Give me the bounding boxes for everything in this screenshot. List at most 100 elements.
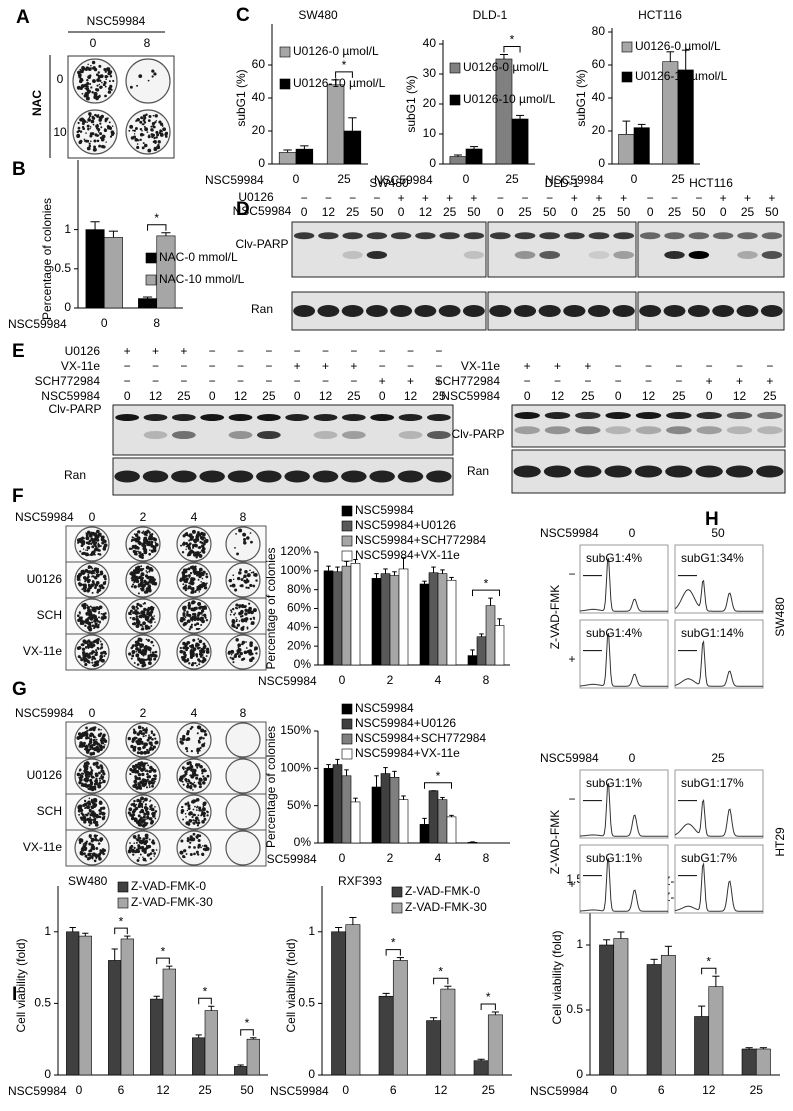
band [605,426,631,435]
colony [96,646,100,650]
colony [188,811,193,816]
y-tick-label: 40 [592,90,606,104]
colony [201,614,203,616]
colony [186,809,189,812]
histogram [579,633,668,687]
colony [194,589,197,593]
bar [694,1016,710,1076]
colony [83,589,87,593]
colony [87,751,90,754]
colony [93,532,97,537]
colony [99,806,103,810]
colony [80,84,85,88]
colony [138,857,140,859]
colony [135,624,140,629]
colony [104,70,107,73]
bar [646,964,662,1076]
colony [235,532,237,535]
band [688,232,710,240]
colony [185,587,188,590]
drug-label: NSC59984 [15,510,74,524]
colony [193,784,197,788]
colony [144,848,147,852]
colony [85,761,90,765]
colony [147,638,151,642]
colony [127,736,131,741]
significance-mark: * [510,33,515,47]
colony [149,741,153,745]
colony [86,659,90,664]
blot [511,404,786,448]
colony [186,729,190,734]
error-bar [300,145,309,150]
colony [251,656,255,660]
colony [134,538,137,541]
colony [98,744,103,748]
colony [191,620,194,622]
x-tick-label: 6 [658,1083,665,1097]
colony [200,580,202,583]
colony [197,821,201,825]
y-tick-label: 60 [592,57,606,71]
bar [380,573,391,666]
subg1-label: subG1:1% [586,776,642,790]
significance-bracket [480,1003,496,1010]
legend-swatch [341,505,353,517]
colony [199,540,202,544]
bar [246,1038,260,1076]
colony [135,841,138,844]
colony [100,656,103,658]
colony [205,650,210,654]
colony [80,735,83,738]
error-bar [422,817,427,825]
colony [236,576,241,581]
colony [134,566,139,571]
y-tick-label: 0 [44,1067,51,1081]
colony [143,116,147,120]
lane-label: − [736,359,743,373]
y-tick-label: 10 [423,126,437,140]
colony [83,852,86,855]
lane-label: − [615,359,622,373]
colony [201,577,204,580]
colony [85,132,87,134]
y-tick-label: 0 [308,1067,315,1081]
colony [150,640,154,644]
colony [201,586,204,589]
colony [134,763,139,768]
legend-label: NSC59984 [355,503,414,517]
colony [196,805,199,808]
colony [147,773,149,775]
colony [182,655,186,659]
colony [186,837,190,840]
colony [99,815,102,819]
x-axis-title: NSC59984 [205,173,264,187]
colony [93,639,97,643]
band [390,232,412,240]
bar [473,1060,489,1076]
band [114,470,140,483]
error-bar [681,49,690,70]
colony [142,815,145,818]
lane-label: 12 [551,389,565,403]
colony [200,605,203,609]
legend-label: NSC59984+SCH772984 [355,533,486,547]
legend-swatch [391,902,403,914]
colony [92,802,94,805]
colony [106,75,109,78]
y-tick-label: 0 [64,300,71,314]
histogram-frame [674,844,764,914]
colony [189,727,193,731]
subg1-label: subG1:4% [586,626,642,640]
colony [145,769,148,772]
colony [129,609,133,613]
colony [152,544,155,547]
colony [187,546,192,550]
colony [148,535,151,538]
bar [633,127,650,165]
legend-label: NSC59984 [355,701,414,715]
colony [94,726,97,729]
lane-label: − [379,344,386,358]
colony [184,647,187,650]
colony [76,772,81,777]
